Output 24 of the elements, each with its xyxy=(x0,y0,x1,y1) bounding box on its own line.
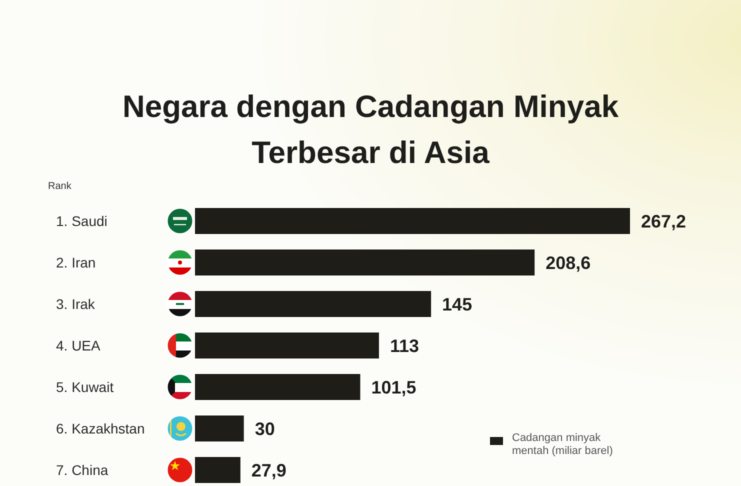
chart-title: Negara dengan Cadangan Minyak Terbesar di Asia xyxy=(122,89,620,170)
y-axis-title: Rank xyxy=(48,181,72,192)
y-tick-label: 2. Iran xyxy=(56,254,96,270)
bar xyxy=(195,457,240,483)
data-label: 145 xyxy=(442,294,472,314)
bar xyxy=(195,416,244,442)
bar xyxy=(195,291,432,317)
data-label: 208,6 xyxy=(546,252,591,273)
data-label: 101,5 xyxy=(371,377,416,398)
y-tick-label: 1. Saudi xyxy=(56,212,108,229)
y-tick-label: 3. Irak xyxy=(56,296,96,312)
data-label: 113 xyxy=(390,336,420,356)
y-tick-label: 5. Kuwait xyxy=(56,378,114,395)
data-label: 27,9 xyxy=(251,460,286,480)
bar xyxy=(195,208,630,234)
data-label: 30 xyxy=(254,418,275,439)
bar xyxy=(195,374,360,400)
y-tick-label: 7. China xyxy=(56,462,108,478)
legend-label: Cadangan minyak mentah (miliar barel) xyxy=(512,432,613,457)
y-tick-label: 6. Kazakhstan xyxy=(56,420,145,436)
y-tick-label: 4. UEA xyxy=(56,337,102,354)
bar xyxy=(195,250,535,276)
bar xyxy=(195,332,379,358)
data-label: 267,2 xyxy=(641,211,686,232)
